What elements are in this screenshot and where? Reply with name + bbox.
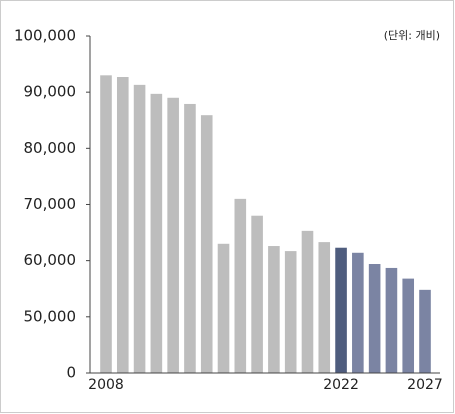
y-tick-label: 70,000 [24,195,77,213]
y-tick-label: 80,000 [24,139,77,157]
bar [335,247,347,373]
bar [100,75,112,373]
bar [184,103,196,373]
bar [217,243,230,373]
bar [368,264,381,373]
y-tick-label: 100,000 [14,27,76,45]
bar [167,97,179,373]
bar [402,278,415,373]
bar [385,267,398,373]
bar [116,76,129,374]
bar [234,198,247,373]
y-tick-label: 60,000 [24,251,77,269]
bar [200,115,213,373]
bar [150,93,163,374]
bar [419,289,431,373]
bar [251,215,263,373]
x-tick-label: 2022 [323,377,359,393]
bar [284,251,297,373]
unit-annotation: (단위: 개비) [384,29,440,42]
x-tick-label: 2008 [88,377,124,393]
bar [133,84,146,374]
bar [268,246,280,373]
x-tick-label: 2027 [407,377,443,393]
y-tick-label: 90,000 [24,83,77,101]
y-tick-label: 50,000 [24,307,77,325]
bar [318,242,331,373]
bar [301,230,314,373]
bar [352,252,364,373]
y-tick-label: 0 [66,364,76,382]
